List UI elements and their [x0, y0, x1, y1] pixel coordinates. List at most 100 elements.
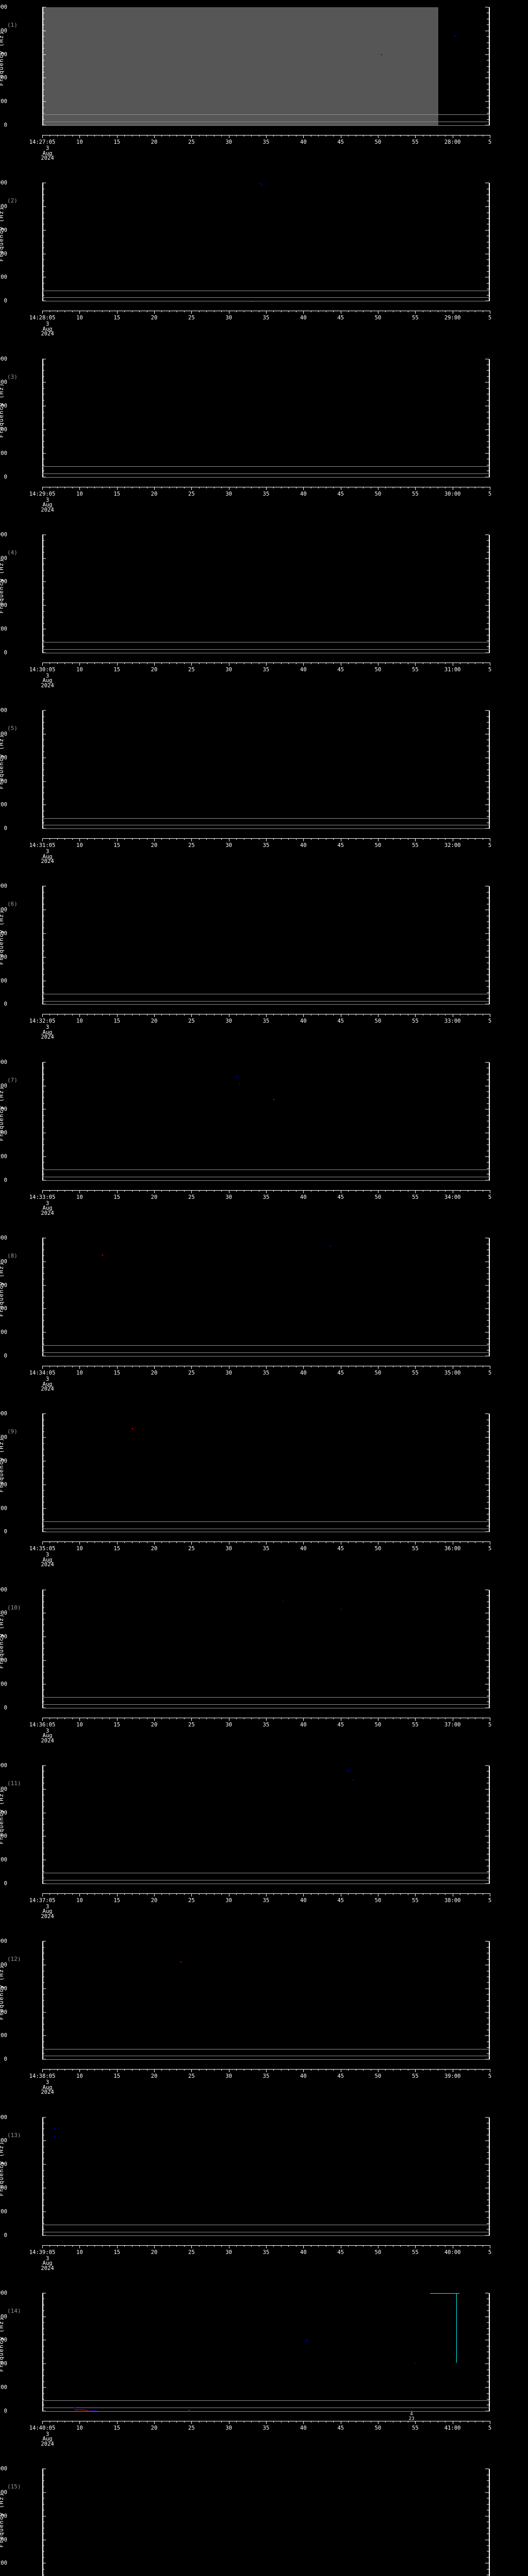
x-tick-label: 5: [488, 2073, 492, 2080]
y-tick-minor-right: [487, 1103, 489, 1104]
plot-area: [42, 534, 490, 653]
x-tick-label: 15: [113, 1546, 120, 1552]
x-tick-label: 41:00: [444, 2425, 461, 2431]
x-tick-minor: [206, 1366, 207, 1368]
x-axis-date-label: 3 Aug 2024: [41, 2079, 54, 2096]
y-tick-major-right: [485, 1156, 489, 1157]
x-tick-minor: [445, 2420, 446, 2422]
plot-area: [42, 359, 490, 477]
x-tick-minor: [72, 1541, 73, 1544]
x-tick-minor: [288, 311, 289, 313]
x-tick-label: 35:00: [444, 1370, 461, 1377]
x-tick-major: [191, 311, 192, 314]
x-tick-minor: [221, 311, 222, 313]
y-tick-minor-right: [487, 1982, 489, 1983]
y-tick-minor-right: [487, 1514, 489, 1515]
x-tick-minor: [131, 311, 133, 313]
x-tick-label: 5: [488, 2425, 492, 2431]
x-tick-minor: [199, 1014, 200, 1016]
y-tick-major-right: [485, 2211, 489, 2212]
x-tick-minor: [280, 1541, 282, 1544]
x-tick-minor: [318, 2069, 319, 2071]
x-tick-minor: [176, 2245, 177, 2247]
x-tick-minor: [430, 486, 431, 488]
y-tick-minor: [42, 587, 44, 588]
x-tick-minor: [199, 662, 200, 664]
y-tick-major: [42, 757, 46, 758]
reference-gridline: [42, 1345, 490, 1346]
y-tick-minor-right: [487, 1067, 489, 1069]
y-tick-major: [42, 1484, 46, 1485]
x-tick-major: [154, 311, 155, 314]
x-tick-major: [154, 1366, 155, 1369]
x-tick-minor: [102, 311, 103, 313]
y-tick-minor: [42, 1654, 44, 1655]
x-axis-date-label: 3 Aug 2024: [41, 497, 54, 513]
y-tick-label: 400: [0, 1130, 7, 1137]
x-tick-minor: [333, 662, 334, 664]
x-tick-major: [79, 1893, 80, 1896]
y-axis-title: Frequency (Hz): [0, 1262, 5, 1317]
y-tick-label: 0: [4, 649, 7, 656]
panel-number-label: (5): [7, 725, 18, 732]
x-tick-label: 10: [76, 1897, 83, 1904]
x-tick-minor: [161, 1366, 162, 1368]
baseline-gridline: [42, 2059, 490, 2060]
y-tick-minor: [42, 939, 44, 940]
x-tick-minor: [273, 1190, 274, 1192]
y-tick-minor: [42, 810, 44, 811]
x-tick-minor: [333, 1366, 334, 1368]
x-tick-minor: [333, 135, 334, 137]
x-tick-minor: [184, 838, 185, 840]
x-tick-minor: [288, 2420, 289, 2422]
y-tick-label: 600: [0, 930, 7, 937]
x-tick-minor: [221, 486, 222, 488]
data-point: [131, 1428, 133, 1429]
y-tick-minor: [42, 716, 44, 717]
right-axis: [489, 886, 490, 1005]
plot-area: [42, 1589, 490, 1708]
y-tick-label: 1000: [0, 1235, 7, 1242]
y-tick-major-right: [485, 1613, 489, 1614]
x-axis-date-label: 3 Aug 2024: [41, 321, 54, 337]
y-tick-major-right: [485, 2387, 489, 2388]
x-tick-minor: [102, 1190, 103, 1192]
y-tick-minor-right: [487, 2510, 489, 2511]
x-tick-minor: [363, 2420, 364, 2422]
y-tick-minor: [42, 370, 44, 371]
x-tick-minor: [318, 311, 319, 313]
x-tick-major: [154, 135, 155, 138]
x-tick-minor: [206, 1190, 207, 1192]
baseline-gridline: [42, 1004, 490, 1005]
plot-area: [42, 1414, 490, 1532]
chart-panel-9: 0 200 400 600 800 1000 (9)Frequency (Hz) 14:35:…: [0, 1406, 528, 1582]
y-tick-major-right: [485, 1508, 489, 1509]
x-tick-major: [117, 135, 118, 138]
y-tick-label: 800: [0, 27, 7, 34]
y-tick-minor: [42, 1677, 44, 1679]
y-tick-label: 600: [0, 1985, 7, 1992]
x-tick-major: [154, 1190, 155, 1193]
x-tick-minor: [385, 135, 386, 137]
x-tick-minor: [94, 2245, 95, 2247]
y-tick-minor: [42, 95, 44, 96]
y-tick-label: 1000: [0, 707, 7, 714]
x-tick-label: 30: [225, 666, 232, 673]
x-tick-label: 14:29:05: [29, 490, 56, 497]
reference-gridline: [42, 1352, 490, 1353]
x-tick-label: 55: [412, 2073, 419, 2080]
x-tick-major: [415, 662, 416, 666]
x-tick-major: [415, 1014, 416, 1018]
y-tick-minor: [42, 927, 44, 928]
x-axis-date-label: 3 Aug 2024: [41, 1552, 54, 1568]
x-tick-minor: [348, 1893, 349, 1895]
x-tick-minor: [169, 1014, 170, 1016]
right-axis: [489, 534, 490, 653]
y-axis-title: Frequency (Hz): [0, 734, 5, 789]
x-tick-minor: [161, 486, 162, 488]
x-tick-major: [154, 838, 155, 842]
x-tick-minor: [385, 2420, 386, 2422]
x-tick-minor: [199, 1893, 200, 1895]
x-tick-minor: [333, 1190, 334, 1192]
